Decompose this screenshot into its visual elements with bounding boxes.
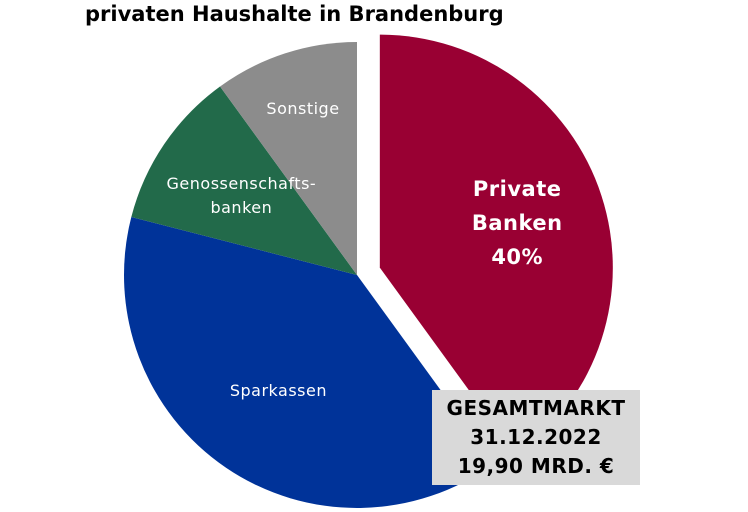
slice-label: Sparkassen <box>198 379 358 403</box>
pie-slice <box>379 34 613 457</box>
annotation-line: 19,90 MRD. € <box>457 454 615 478</box>
annotation-box: GESAMTMARKT 31.12.2022 19,90 MRD. € <box>432 390 640 485</box>
annotation-line: 31.12.2022 <box>470 425 602 449</box>
category-label: Private Banken <box>471 176 563 235</box>
pie-slice <box>124 217 494 509</box>
slice-label: Private Banken 40% <box>462 172 572 274</box>
annotation-line: GESAMTMARKT <box>446 396 626 420</box>
chart-title: privaten Haushalte in Brandenburg <box>85 2 504 26</box>
value-label: 40% <box>491 244 544 269</box>
pie-slice <box>131 86 357 275</box>
slice-label: Sonstige <box>223 97 383 121</box>
pie-slice <box>220 42 357 275</box>
category-label: Genossenschafts-banken <box>166 174 317 218</box>
category-label: Sonstige <box>266 98 340 118</box>
slice-label: Genossenschafts-banken <box>161 172 321 220</box>
category-label: Sparkassen <box>229 380 327 400</box>
